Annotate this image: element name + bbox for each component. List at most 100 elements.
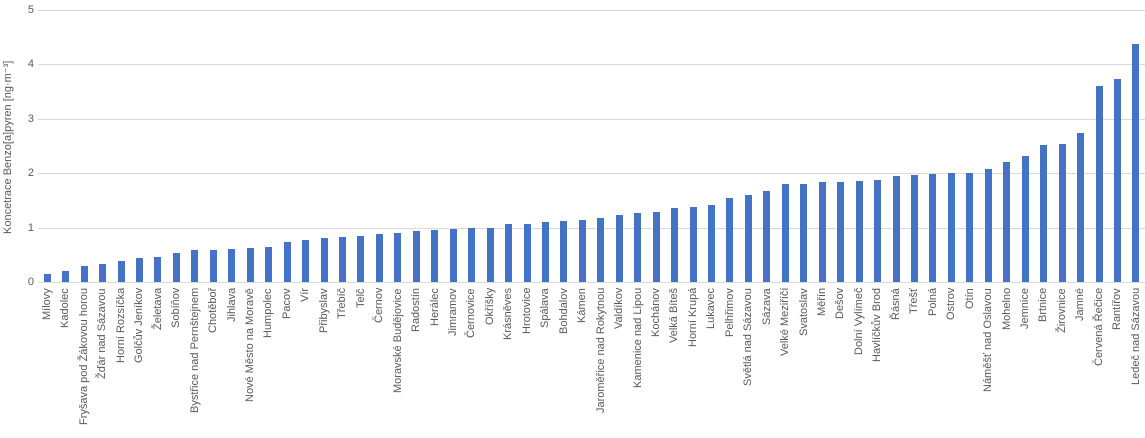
- category-label-slot: Třebíč: [333, 288, 351, 438]
- category-label: Jimramov: [446, 288, 459, 336]
- category-label-slot: Jaroměřice nad Rokytnou: [592, 288, 610, 438]
- bar-Otín: [966, 173, 974, 282]
- bar-slot: [979, 169, 997, 282]
- bar-slot: [462, 228, 480, 282]
- bar-slot: [499, 224, 517, 282]
- category-label-slot: Humpolec: [259, 288, 277, 438]
- category-label: Želetava: [151, 288, 164, 331]
- bar-slot: [1034, 144, 1052, 282]
- category-label: Jaroměřice nad Rokytnou: [594, 288, 607, 414]
- bar-slot: [1016, 156, 1034, 282]
- category-label-slot: Jihlava: [223, 288, 241, 438]
- category-label-slot: Nové Město na Moravě: [241, 288, 259, 438]
- bar-slot: [555, 220, 573, 282]
- category-label: Radostín: [410, 288, 423, 333]
- category-label-slot: Radostín: [407, 288, 425, 438]
- category-label-slot: Svatoslav: [795, 288, 813, 438]
- category-label: Polná: [926, 288, 939, 317]
- bar-Pacov: [283, 241, 291, 282]
- bar-slot: [186, 250, 204, 282]
- bar-slot: [315, 238, 333, 282]
- category-label-slot: Telč: [352, 288, 370, 438]
- category-label-slot: Horní Krupá: [684, 288, 702, 438]
- category-label-slot: Světlá nad Sázavou: [739, 288, 757, 438]
- bar-slot: [1090, 85, 1108, 282]
- bar-Horní Rozsíčka: [117, 261, 125, 282]
- category-label-slot: Žďár nad Sázavou: [93, 288, 111, 438]
- bar-slot: [610, 214, 628, 282]
- bar-Třebíč: [338, 236, 346, 282]
- category-label: Velké Meziříčí: [779, 288, 792, 357]
- category-label-slot: Sázava: [758, 288, 776, 438]
- bar-Fryšava pod Žákovou horou: [80, 265, 88, 282]
- bar-Černov: [375, 233, 383, 282]
- category-label: Jihlava: [225, 288, 238, 323]
- bar-Ostrov: [947, 173, 955, 282]
- category-label: Fryšava pod Žákovou horou: [77, 288, 90, 425]
- bar-slot: [259, 246, 277, 282]
- category-label: Mohelno: [1000, 288, 1013, 331]
- category-label: Herálec: [428, 288, 441, 326]
- category-label-slot: Chotěboř: [204, 288, 222, 438]
- category-label: Bystřice nad Pernštejnem: [188, 288, 201, 414]
- category-label-slot: Golčův Jeníkov: [130, 288, 148, 438]
- category-label-slot: Mílovy: [38, 288, 56, 438]
- bar-slot: [223, 248, 241, 282]
- gridline-3: [38, 118, 1145, 120]
- bar-Sobíňov: [172, 253, 180, 282]
- bar-slot: [481, 227, 499, 282]
- category-label: Pelhřimov: [723, 288, 736, 337]
- category-label: Spálava: [539, 288, 552, 328]
- category-label: Rantířov: [1111, 288, 1124, 330]
- bar-slot: [592, 217, 610, 282]
- category-label: Golčův Jeníkov: [133, 288, 146, 364]
- y-tick-label-0: 0: [27, 276, 34, 288]
- bar-slot: [647, 212, 665, 282]
- category-label: Moravské Budějovice: [391, 288, 404, 393]
- category-label-slot: Havlíčkův Brod: [868, 288, 886, 438]
- x-axis-line: [38, 282, 1145, 283]
- bar-slot: [112, 261, 130, 282]
- bar-Jihlava: [228, 248, 236, 282]
- category-label-slot: Herálec: [426, 288, 444, 438]
- bar-Mílovy: [43, 273, 51, 282]
- category-label: Chotěboř: [207, 288, 220, 334]
- category-label: Dolní Vylímeč: [852, 288, 865, 356]
- category-label: Svatoslav: [797, 288, 810, 336]
- bar-Měřín: [818, 182, 826, 282]
- y-tick-label-3: 3: [27, 112, 34, 125]
- bar-slot: [961, 173, 979, 282]
- bar-Chotěboř: [209, 249, 217, 282]
- category-label-slot: Pelhřimov: [721, 288, 739, 438]
- category-label: Žirovnice: [1055, 288, 1068, 333]
- category-label-slot: Černov: [370, 288, 388, 438]
- bar-Dolní Vylímeč: [855, 180, 863, 282]
- category-label: Třebíč: [336, 288, 349, 320]
- category-label: Kadolec: [59, 288, 72, 328]
- category-label: Třešť: [908, 288, 921, 315]
- bar-Telč: [357, 236, 365, 282]
- bar-Bohdalov: [560, 220, 568, 282]
- bar-slot: [130, 257, 148, 282]
- category-label: Velká Bíteš: [668, 288, 681, 344]
- bar-Bystřice nad Pernštejnem: [191, 250, 199, 282]
- bar-slot: [850, 180, 868, 282]
- y-tick-label-4: 4: [27, 58, 34, 71]
- bar-Ledeč nad Sázavou: [1132, 43, 1140, 282]
- category-label-slot: Náměšť nad Oslavou: [979, 288, 997, 438]
- bar-slot: [149, 256, 167, 282]
- category-label: Ledeč nad Sázavou: [1129, 288, 1142, 386]
- category-label-slot: Sobíňov: [167, 288, 185, 438]
- category-label: Valdíkov: [613, 288, 626, 330]
- bar-Sázava: [763, 191, 771, 282]
- bar-Herálec: [431, 229, 439, 282]
- category-label-slot: Brtnice: [1034, 288, 1052, 438]
- category-label: Krásněves: [502, 288, 515, 340]
- category-label: Dešov: [834, 288, 847, 320]
- category-label-slot: Ostrov: [942, 288, 960, 438]
- category-label: Hrotovice: [520, 288, 533, 335]
- category-label-slot: Valdíkov: [610, 288, 628, 438]
- bar-slot: [426, 229, 444, 282]
- category-label-slot: Ledeč nad Sázavou: [1127, 288, 1145, 438]
- category-label: Brtnice: [1037, 288, 1050, 323]
